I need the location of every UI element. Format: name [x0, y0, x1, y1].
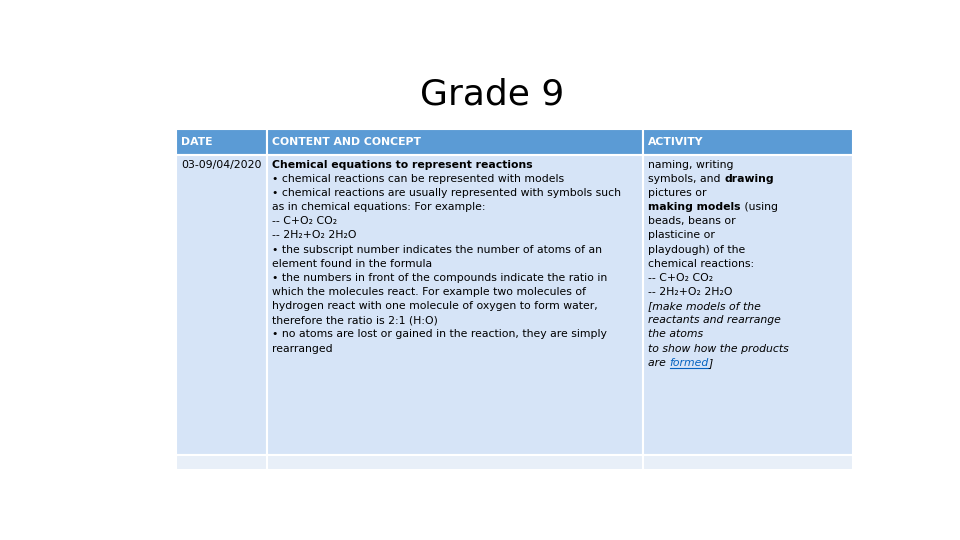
Text: chemical reactions:: chemical reactions:: [648, 259, 755, 269]
Text: formed: formed: [669, 357, 708, 368]
Text: (using: (using: [741, 202, 778, 212]
Text: • the numbers in front of the compounds indicate the ratio in: • the numbers in front of the compounds …: [273, 273, 608, 283]
Text: element found in the formula: element found in the formula: [273, 259, 433, 269]
Text: symbols, and: symbols, and: [648, 174, 724, 184]
Text: the atoms: the atoms: [648, 329, 704, 340]
Text: which the molecules react. For example two molecules of: which the molecules react. For example t…: [273, 287, 587, 297]
Text: naming, writing: naming, writing: [648, 160, 733, 170]
Text: -- 2H₂+O₂ 2H₂O: -- 2H₂+O₂ 2H₂O: [648, 287, 732, 297]
Text: [make models of the: [make models of the: [648, 301, 761, 311]
Text: Chemical equations to represent reactions: Chemical equations to represent reaction…: [273, 160, 533, 170]
Text: making models: making models: [648, 202, 741, 212]
Text: therefore the ratio is 2:1 (H:O): therefore the ratio is 2:1 (H:O): [273, 315, 439, 325]
Text: are: are: [648, 357, 669, 368]
Bar: [643, 129, 852, 155]
Text: pictures or: pictures or: [648, 188, 707, 198]
Bar: [267, 129, 643, 155]
Bar: [176, 155, 267, 455]
Bar: [176, 455, 267, 470]
Text: ACTIVITY: ACTIVITY: [648, 137, 704, 147]
Text: as in chemical equations: For example:: as in chemical equations: For example:: [273, 202, 486, 212]
Text: drawing: drawing: [724, 174, 774, 184]
Text: • no atoms are lost or gained in the reaction, they are simply: • no atoms are lost or gained in the rea…: [273, 329, 608, 340]
Text: • the subscript number indicates the number of atoms of an: • the subscript number indicates the num…: [273, 245, 603, 255]
Text: • chemical reactions are usually represented with symbols such: • chemical reactions are usually represe…: [273, 188, 621, 198]
Text: hydrogen react with one molecule of oxygen to form water,: hydrogen react with one molecule of oxyg…: [273, 301, 598, 311]
Text: 03-09/04/2020: 03-09/04/2020: [181, 160, 261, 170]
Text: reactants and rearrange: reactants and rearrange: [648, 315, 781, 325]
Text: DATE: DATE: [181, 137, 212, 147]
Text: Grade 9: Grade 9: [420, 77, 564, 111]
Text: -- C+O₂ CO₂: -- C+O₂ CO₂: [273, 217, 338, 226]
Bar: [267, 455, 643, 470]
Bar: [176, 129, 267, 155]
Bar: [643, 455, 852, 470]
Text: rearranged: rearranged: [273, 343, 333, 354]
Text: playdough) of the: playdough) of the: [648, 245, 745, 255]
Text: CONTENT AND CONCEPT: CONTENT AND CONCEPT: [273, 137, 421, 147]
Text: beads, beans or: beads, beans or: [648, 217, 735, 226]
Text: plasticine or: plasticine or: [648, 231, 715, 240]
Text: -- C+O₂ CO₂: -- C+O₂ CO₂: [648, 273, 713, 283]
Text: to show how the products: to show how the products: [648, 343, 789, 354]
Bar: [267, 155, 643, 455]
Text: ]: ]: [708, 357, 713, 368]
Bar: [643, 155, 852, 455]
Text: -- 2H₂+O₂ 2H₂O: -- 2H₂+O₂ 2H₂O: [273, 231, 357, 240]
Text: • chemical reactions can be represented with models: • chemical reactions can be represented …: [273, 174, 564, 184]
